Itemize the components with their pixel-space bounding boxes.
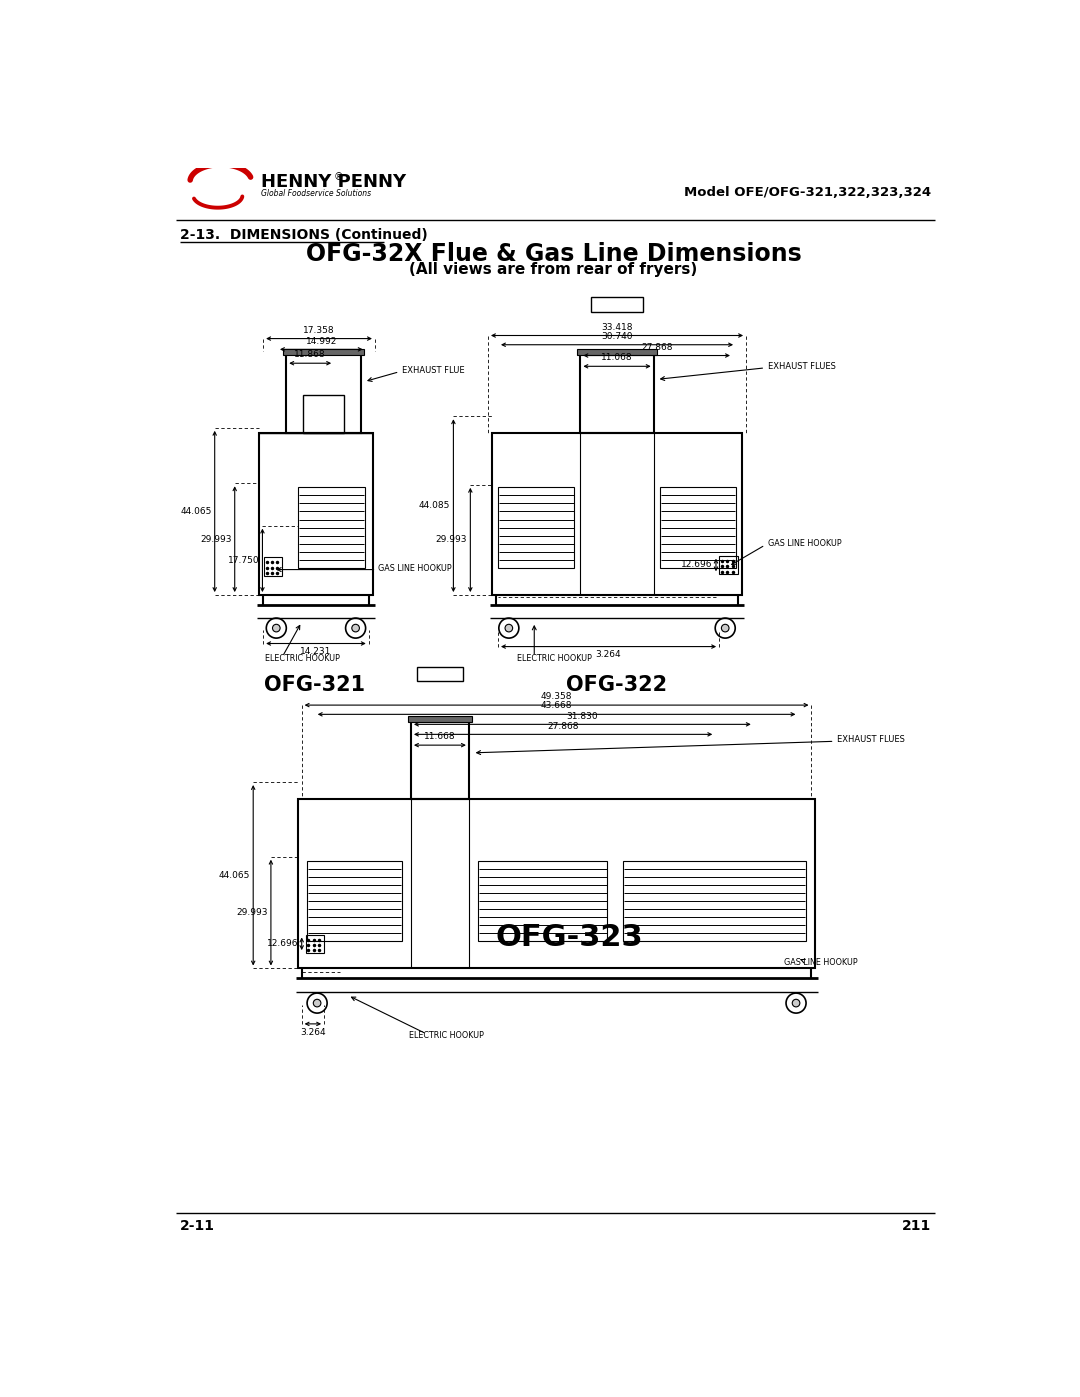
Bar	[298, 488, 365, 569]
Text: ELECTRIC HOOKUP: ELECTRIC HOOKUP	[265, 654, 339, 662]
Text: 2-11: 2-11	[180, 1220, 215, 1234]
Bar	[417, 668, 462, 682]
Text: OFG-322: OFG-322	[566, 675, 667, 696]
Text: GAS LINE HOOKUP: GAS LINE HOOKUP	[784, 958, 859, 967]
Text: 33.418: 33.418	[602, 323, 633, 331]
Bar	[259, 433, 373, 595]
Text: 44.085: 44.085	[419, 502, 450, 510]
Bar	[578, 349, 657, 355]
Circle shape	[505, 624, 513, 631]
Circle shape	[272, 624, 280, 631]
Text: 29.993: 29.993	[435, 535, 468, 545]
Circle shape	[313, 999, 321, 1007]
Text: ®: ®	[334, 172, 343, 182]
Text: 211: 211	[902, 1220, 931, 1234]
Text: 17.358: 17.358	[303, 326, 335, 335]
Text: 43.668: 43.668	[541, 701, 572, 711]
Text: 44.065: 44.065	[180, 507, 212, 515]
Text: GAS LINE HOOKUP: GAS LINE HOOKUP	[768, 539, 841, 548]
Bar	[286, 351, 361, 433]
Circle shape	[352, 624, 360, 631]
Bar	[591, 298, 643, 313]
Bar	[498, 488, 575, 569]
Text: 3.264: 3.264	[300, 1028, 326, 1037]
Bar	[411, 718, 469, 799]
Text: GAS LINE HOOKUP: GAS LINE HOOKUP	[378, 563, 451, 573]
Text: EXHAUST FLUE: EXHAUST FLUE	[402, 366, 464, 374]
Text: 29.993: 29.993	[237, 908, 268, 916]
Text: 11.668: 11.668	[424, 732, 456, 742]
Text: OFG-321: OFG-321	[265, 675, 365, 696]
Text: 14.992: 14.992	[306, 337, 337, 345]
Text: 12.696: 12.696	[267, 939, 299, 949]
Bar	[623, 861, 806, 942]
Bar	[719, 556, 738, 574]
Circle shape	[721, 624, 729, 631]
Bar	[408, 715, 472, 722]
Text: 27.868: 27.868	[640, 342, 673, 352]
Bar	[580, 351, 653, 433]
Text: Global Foodservice Solutions: Global Foodservice Solutions	[261, 190, 372, 198]
Text: 44.065: 44.065	[219, 870, 251, 880]
Bar	[298, 799, 815, 968]
Bar	[491, 433, 742, 595]
Bar	[478, 861, 607, 942]
Bar	[660, 488, 735, 569]
Text: OFG-323: OFG-323	[495, 923, 643, 953]
Text: (All views are from rear of fryers): (All views are from rear of fryers)	[409, 261, 698, 277]
Text: EXHAUST FLUES: EXHAUST FLUES	[768, 362, 836, 370]
Text: 29.993: 29.993	[200, 535, 231, 543]
Bar	[306, 935, 324, 953]
Text: 11.068: 11.068	[602, 353, 633, 362]
Text: EXHAUST FLUES: EXHAUST FLUES	[837, 735, 905, 745]
Text: OFG-32X Flue & Gas Line Dimensions: OFG-32X Flue & Gas Line Dimensions	[306, 242, 801, 265]
Bar	[283, 349, 364, 355]
Bar	[264, 557, 283, 576]
Text: 27.868: 27.868	[548, 721, 579, 731]
Circle shape	[793, 999, 800, 1007]
Bar	[303, 395, 345, 433]
Text: 2-13.  DIMENSIONS (Continued): 2-13. DIMENSIONS (Continued)	[180, 228, 428, 243]
Text: HENNY PENNY: HENNY PENNY	[261, 172, 406, 190]
Text: 12.696: 12.696	[681, 560, 713, 570]
Text: 3.264: 3.264	[596, 651, 621, 659]
Bar	[307, 861, 402, 942]
Text: 30.740: 30.740	[602, 332, 633, 341]
Text: ELECTRIC HOOKUP: ELECTRIC HOOKUP	[516, 654, 592, 662]
Text: 14.231: 14.231	[300, 647, 332, 657]
Text: 31.830: 31.830	[567, 711, 598, 721]
Text: ELECTRIC HOOKUP: ELECTRIC HOOKUP	[408, 1031, 484, 1039]
Text: 49.358: 49.358	[541, 693, 572, 701]
Text: 17.750: 17.750	[228, 556, 259, 564]
Text: 11.868: 11.868	[295, 351, 326, 359]
Text: Model OFE/OFG-321,322,323,324: Model OFE/OFG-321,322,323,324	[684, 186, 931, 198]
